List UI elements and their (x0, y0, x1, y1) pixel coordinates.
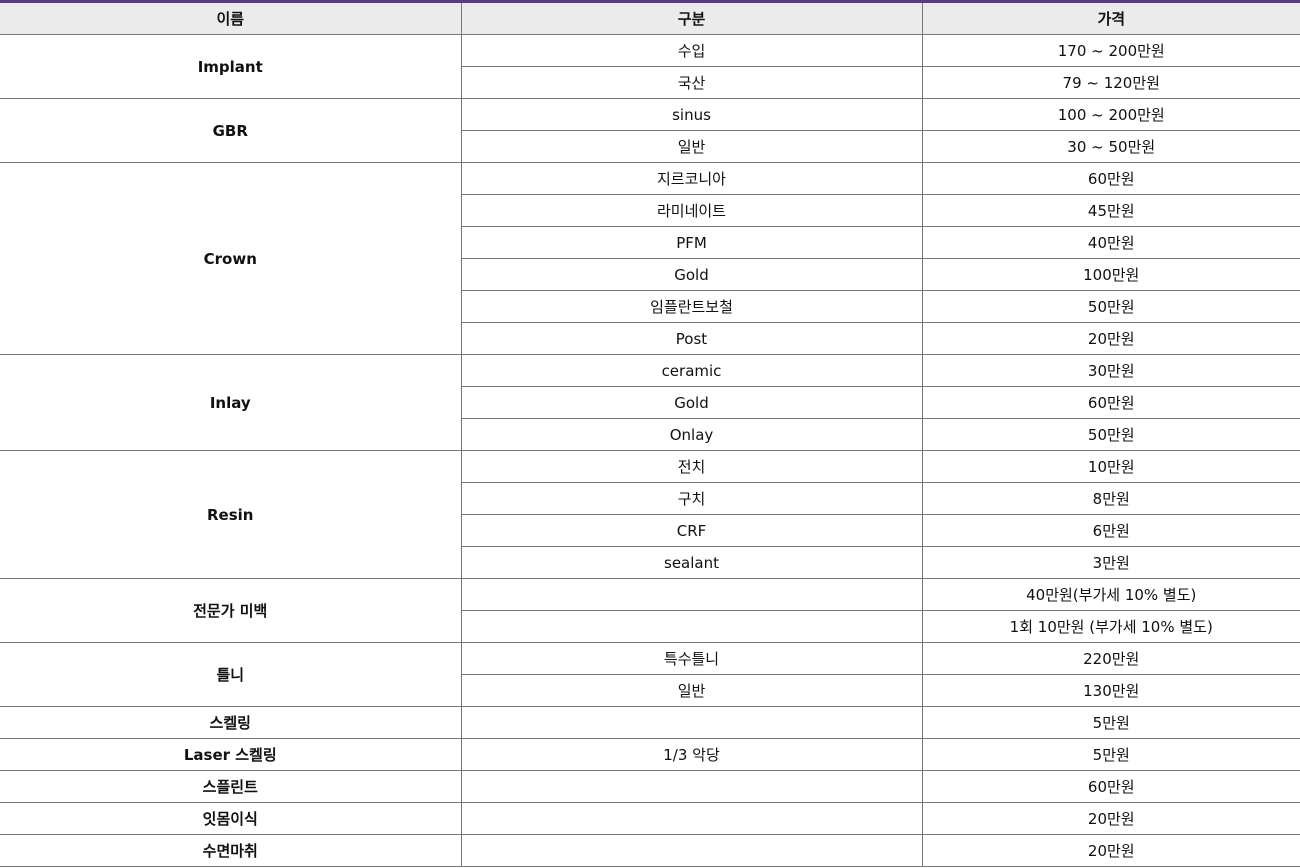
treatment-name: 수면마취 (0, 834, 462, 867)
table-row: CRF 6만원 (0, 514, 1300, 547)
treatment-price: 60만원 (921, 162, 1300, 195)
treatment-type: Gold (461, 258, 923, 291)
treatment-price: 3만원 (921, 546, 1300, 579)
treatment-type: Onlay (461, 418, 923, 451)
treatment-type (460, 578, 923, 611)
header-name: 이름 (0, 3, 462, 35)
table-row: Laser 스켈링 1/3 악당 5만원 (0, 738, 1300, 771)
treatment-type: PFM (461, 226, 923, 259)
treatment-type (460, 834, 923, 867)
treatment-price: 45만원 (921, 194, 1300, 227)
treatment-type: 특수틀니 (460, 642, 923, 675)
table-row: sealant 3만원 (0, 546, 1300, 579)
treatment-name: Resin (0, 450, 462, 579)
table-row: 스켈링 5만원 (0, 706, 1300, 739)
treatment-price: 8만원 (921, 482, 1300, 515)
table-row: 스플린트 60만원 (0, 770, 1300, 803)
table-row: 임플란트보철 50만원 (0, 290, 1300, 323)
table-row: Inlay ceramic 30만원 (0, 354, 1300, 451)
treatment-name: 잇몸이식 (0, 802, 462, 835)
treatment-name: Inlay (0, 354, 462, 451)
table-row: 틀니 특수틀니 220만원 (0, 642, 1300, 707)
treatment-price: 5만원 (921, 738, 1300, 771)
treatment-name: 전문가 미백 (0, 578, 462, 643)
treatment-price: 50만원 (921, 290, 1300, 323)
treatment-type: sealant (461, 546, 923, 579)
treatment-type: 지르코니아 (460, 162, 923, 195)
table-row: Gold 60만원 (0, 386, 1300, 419)
treatment-price: 60만원 (921, 770, 1300, 803)
top-accent-bar (0, 0, 1300, 3)
treatment-type: 라미네이트 (461, 194, 923, 227)
treatment-price: 30만원 (921, 354, 1300, 387)
treatment-type: 수입 (460, 34, 923, 67)
treatment-type: 1/3 악당 (460, 738, 923, 771)
treatment-type: sinus (460, 98, 923, 131)
treatment-type: ceramic (460, 354, 923, 387)
treatment-price: 220만원 (921, 642, 1300, 675)
treatment-type (460, 802, 923, 835)
header-price: 가격 (921, 3, 1300, 35)
treatment-name: Implant (0, 34, 462, 99)
treatment-price: 20만원 (921, 834, 1300, 867)
treatment-price: 40만원(부가세 10% 별도) (921, 578, 1300, 611)
treatment-price: 20만원 (921, 322, 1300, 355)
treatment-type: 임플란트보철 (461, 290, 923, 323)
treatment-price: 30 ~ 50만원 (921, 130, 1300, 163)
treatment-price: 100 ~ 200만원 (921, 98, 1300, 131)
treatment-type: CRF (461, 514, 923, 547)
treatment-price: 1회 10만원 (부가세 10% 별도) (921, 610, 1300, 643)
treatment-name: 스플린트 (0, 770, 462, 803)
treatment-price: 10만원 (921, 450, 1300, 483)
table-row: PFM 40만원 (0, 226, 1300, 259)
table-row: Resin 전치 10만원 (0, 450, 1300, 579)
treatment-name: Laser 스켈링 (0, 738, 462, 771)
treatment-type: 구치 (461, 482, 923, 515)
treatment-type: Post (461, 322, 923, 355)
header-type: 구분 (460, 3, 923, 35)
table-row: 잇몸이식 20만원 (0, 802, 1300, 835)
treatment-type: 일반 (461, 674, 923, 707)
treatment-price: 40만원 (921, 226, 1300, 259)
treatment-type (460, 770, 923, 803)
header-row: 이름 구분 가격 (0, 3, 1300, 35)
price-table: 이름 구분 가격 Implant 수입 170 ~ 200만원 국산 79 ~ 120만… (0, 3, 1300, 867)
table-row: Crown 지르코니아 60만원 (0, 162, 1300, 355)
price-table-body: Implant 수입 170 ~ 200만원 국산 79 ~ 120만원 GBR sinus… (0, 34, 1300, 867)
treatment-price: 20만원 (921, 802, 1300, 835)
treatment-name: 틀니 (0, 642, 462, 707)
table-row: Implant 수입 170 ~ 200만원 (0, 34, 1300, 99)
treatment-price: 170 ~ 200만원 (921, 34, 1300, 67)
table-row: 국산 79 ~ 120만원 (0, 66, 1300, 99)
treatment-type: 일반 (461, 130, 923, 163)
treatment-price: 50만원 (921, 418, 1300, 451)
treatment-type (460, 706, 923, 739)
table-row: GBR sinus 100 ~ 200만원 (0, 98, 1300, 163)
treatment-price: 79 ~ 120만원 (921, 66, 1300, 99)
treatment-price: 6만원 (921, 514, 1300, 547)
table-row: 일반 130만원 (0, 674, 1300, 707)
treatment-type: Gold (461, 386, 923, 419)
table-row: 라미네이트 45만원 (0, 194, 1300, 227)
treatment-price: 130만원 (921, 674, 1300, 707)
treatment-price: 100만원 (921, 258, 1300, 291)
treatment-type: 전치 (460, 450, 923, 483)
treatment-type: 국산 (461, 66, 923, 99)
treatment-price: 60만원 (921, 386, 1300, 419)
treatment-name: GBR (0, 98, 462, 163)
table-row: 수면마취 20만원 (0, 834, 1300, 867)
treatment-type (461, 610, 923, 643)
treatment-price: 5만원 (921, 706, 1300, 739)
treatment-name: 스켈링 (0, 706, 462, 739)
treatment-name: Crown (0, 162, 462, 355)
table-row: 전문가 미백 40만원(부가세 10% 별도) (0, 578, 1300, 643)
table-row: Gold 100만원 (0, 258, 1300, 291)
